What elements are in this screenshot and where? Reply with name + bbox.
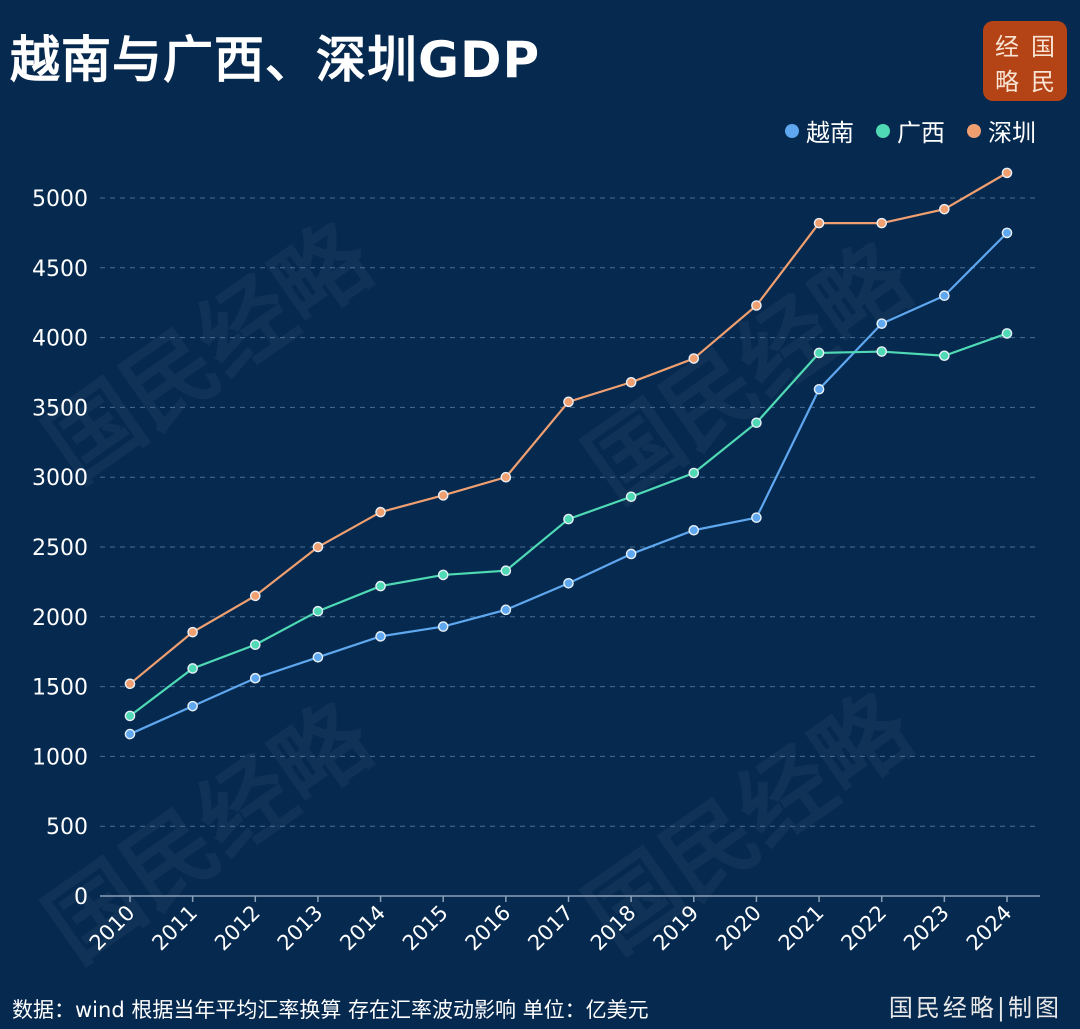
data-point-1 — [751, 417, 762, 429]
series-line-2 — [129, 171, 1008, 685]
legend-label: 广西 — [897, 119, 945, 147]
data-point-2 — [249, 590, 261, 602]
data-point-0 — [375, 631, 386, 642]
x-tick-label: 2024 — [962, 901, 1017, 956]
data-point-2 — [375, 506, 386, 518]
data-point-2 — [625, 376, 637, 388]
legend-item-guangxi: 广西 — [876, 113, 945, 148]
data-point-2 — [437, 490, 449, 501]
logo-char: 略 — [995, 68, 1019, 96]
data-point-0 — [437, 621, 449, 632]
data-point-2 — [500, 471, 512, 483]
y-tick-label: 4500 — [32, 257, 88, 282]
data-point-1 — [813, 347, 825, 359]
data-point-2 — [563, 396, 574, 408]
data-point-1 — [939, 350, 950, 362]
y-tick-label: 2500 — [32, 536, 88, 561]
series-line-1 — [129, 332, 1008, 717]
data-point-0 — [500, 604, 512, 616]
legend-item-vietnam: 越南 — [785, 113, 854, 148]
data-point-1 — [1001, 328, 1013, 339]
data-point-0 — [249, 672, 261, 684]
data-point-0 — [1001, 227, 1013, 239]
x-tick-label: 2018 — [586, 901, 641, 956]
data-point-1 — [625, 491, 637, 503]
data-point-2 — [187, 626, 198, 638]
legend-label: 深圳 — [988, 119, 1036, 147]
x-tick-label: 2015 — [398, 901, 453, 956]
data-point-0 — [813, 383, 825, 395]
y-tick-label: 1500 — [32, 676, 88, 701]
y-tick-label: 3000 — [32, 466, 88, 491]
data-point-1 — [249, 639, 261, 651]
x-tick-label: 2021 — [774, 901, 829, 956]
data-point-2 — [1001, 167, 1013, 179]
data-point-0 — [625, 548, 637, 560]
y-tick-label: 5000 — [32, 187, 88, 212]
data-point-0 — [751, 512, 762, 523]
data-point-2 — [124, 678, 136, 690]
brand-logo: 经 国 略 民 — [983, 21, 1067, 101]
data-point-0 — [187, 700, 198, 712]
data-source-note: 数据：wind 根据当年平均汇率换算 存在汇率波动影响 单位：亿美元 — [12, 998, 649, 1022]
legend-dot-vietnam — [785, 123, 799, 138]
x-tick-label: 2010 — [85, 901, 140, 956]
chart-legend: 越南 广西 深圳 — [785, 113, 1036, 148]
data-point-2 — [312, 541, 324, 553]
logo-char: 民 — [1031, 68, 1055, 96]
legend-label: 越南 — [806, 119, 854, 147]
data-point-0 — [688, 524, 700, 536]
y-tick-label: 3500 — [32, 396, 88, 421]
y-tick-label: 0 — [74, 885, 88, 910]
credit-note: 国民经略|制图 — [888, 994, 1062, 1022]
data-point-2 — [939, 203, 950, 215]
data-point-1 — [876, 346, 888, 357]
x-tick-label: 2011 — [147, 901, 202, 956]
data-point-1 — [312, 605, 324, 617]
data-point-0 — [939, 290, 950, 302]
y-tick-label: 2000 — [32, 606, 88, 631]
data-point-0 — [876, 318, 888, 329]
x-tick-label: 2020 — [711, 901, 766, 956]
logo-char: 经 — [995, 33, 1019, 61]
data-point-1 — [563, 513, 574, 525]
x-tick-label: 2022 — [836, 901, 891, 956]
data-point-1 — [124, 710, 136, 722]
data-point-1 — [688, 467, 700, 479]
series-line-0 — [129, 232, 1008, 736]
data-point-1 — [437, 569, 449, 581]
y-tick-label: 1000 — [32, 745, 88, 770]
x-tick-label: 2014 — [335, 901, 390, 956]
data-point-0 — [124, 728, 136, 740]
x-tick-label: 2019 — [649, 901, 704, 956]
data-point-2 — [876, 217, 888, 229]
data-point-2 — [688, 353, 700, 364]
y-tick-label: 4000 — [32, 327, 88, 352]
chart-title: 越南与广西、深圳GDP — [10, 31, 541, 89]
data-point-2 — [751, 300, 762, 311]
logo-char: 国 — [1031, 33, 1055, 61]
data-point-1 — [187, 663, 198, 674]
data-point-1 — [500, 565, 512, 577]
x-tick-label: 2017 — [523, 901, 578, 956]
data-point-1 — [375, 580, 386, 592]
data-point-0 — [563, 577, 574, 589]
x-tick-label: 2023 — [899, 901, 954, 956]
legend-dot-guangxi — [876, 123, 890, 138]
x-tick-label: 2013 — [273, 901, 328, 956]
y-tick-label: 500 — [46, 815, 88, 840]
legend-dot-shenzhen — [967, 123, 981, 138]
x-tick-label: 2012 — [210, 901, 265, 956]
data-point-0 — [312, 651, 324, 663]
data-point-2 — [813, 217, 825, 229]
legend-item-shenzhen: 深圳 — [967, 113, 1036, 148]
x-tick-label: 2016 — [461, 901, 516, 956]
